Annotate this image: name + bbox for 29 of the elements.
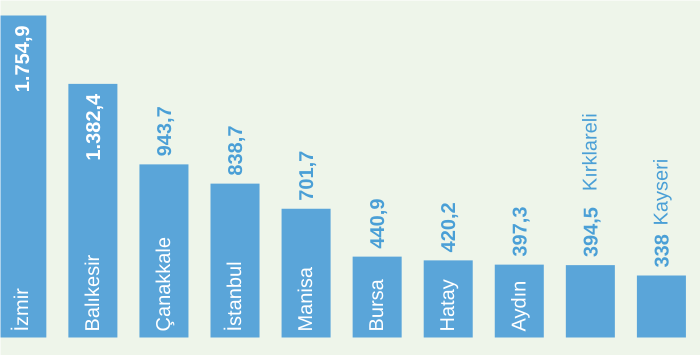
bar xyxy=(282,208,331,338)
data-label: 701,7 xyxy=(296,150,318,201)
x-tick-label: İstanbul xyxy=(223,261,246,332)
data-label: 1.754,9 xyxy=(12,25,34,92)
data-label: 338 xyxy=(651,234,674,268)
x-tick-label: Bursa xyxy=(366,278,388,332)
x-tick-label: Manisa xyxy=(295,266,318,332)
bar xyxy=(566,265,615,338)
x-tick-label: Kayseri xyxy=(650,158,672,226)
x-tick-label: Balıkesir xyxy=(82,254,104,332)
x-tick-label: Kırklareli xyxy=(579,113,602,192)
bar xyxy=(636,275,686,338)
data-label: 397,3 xyxy=(509,206,532,257)
data-label: 420,2 xyxy=(438,202,460,252)
x-tick-label: Çanakkale xyxy=(152,236,175,332)
data-label: 440,9 xyxy=(367,198,390,249)
x-tick-label: Aydın xyxy=(508,280,530,332)
bar xyxy=(424,260,473,338)
data-label: 394,5 xyxy=(580,207,602,258)
data-label: 838,7 xyxy=(225,126,248,176)
x-tick-label: Hatay xyxy=(437,279,460,332)
bar xyxy=(210,184,260,338)
bar xyxy=(352,256,402,338)
bar xyxy=(494,264,544,338)
bar xyxy=(68,84,118,338)
x-tick-label: İzmir xyxy=(10,288,33,332)
data-label: 943,7 xyxy=(154,106,176,156)
data-label: 1.382,4 xyxy=(82,92,105,161)
bar xyxy=(139,164,188,338)
